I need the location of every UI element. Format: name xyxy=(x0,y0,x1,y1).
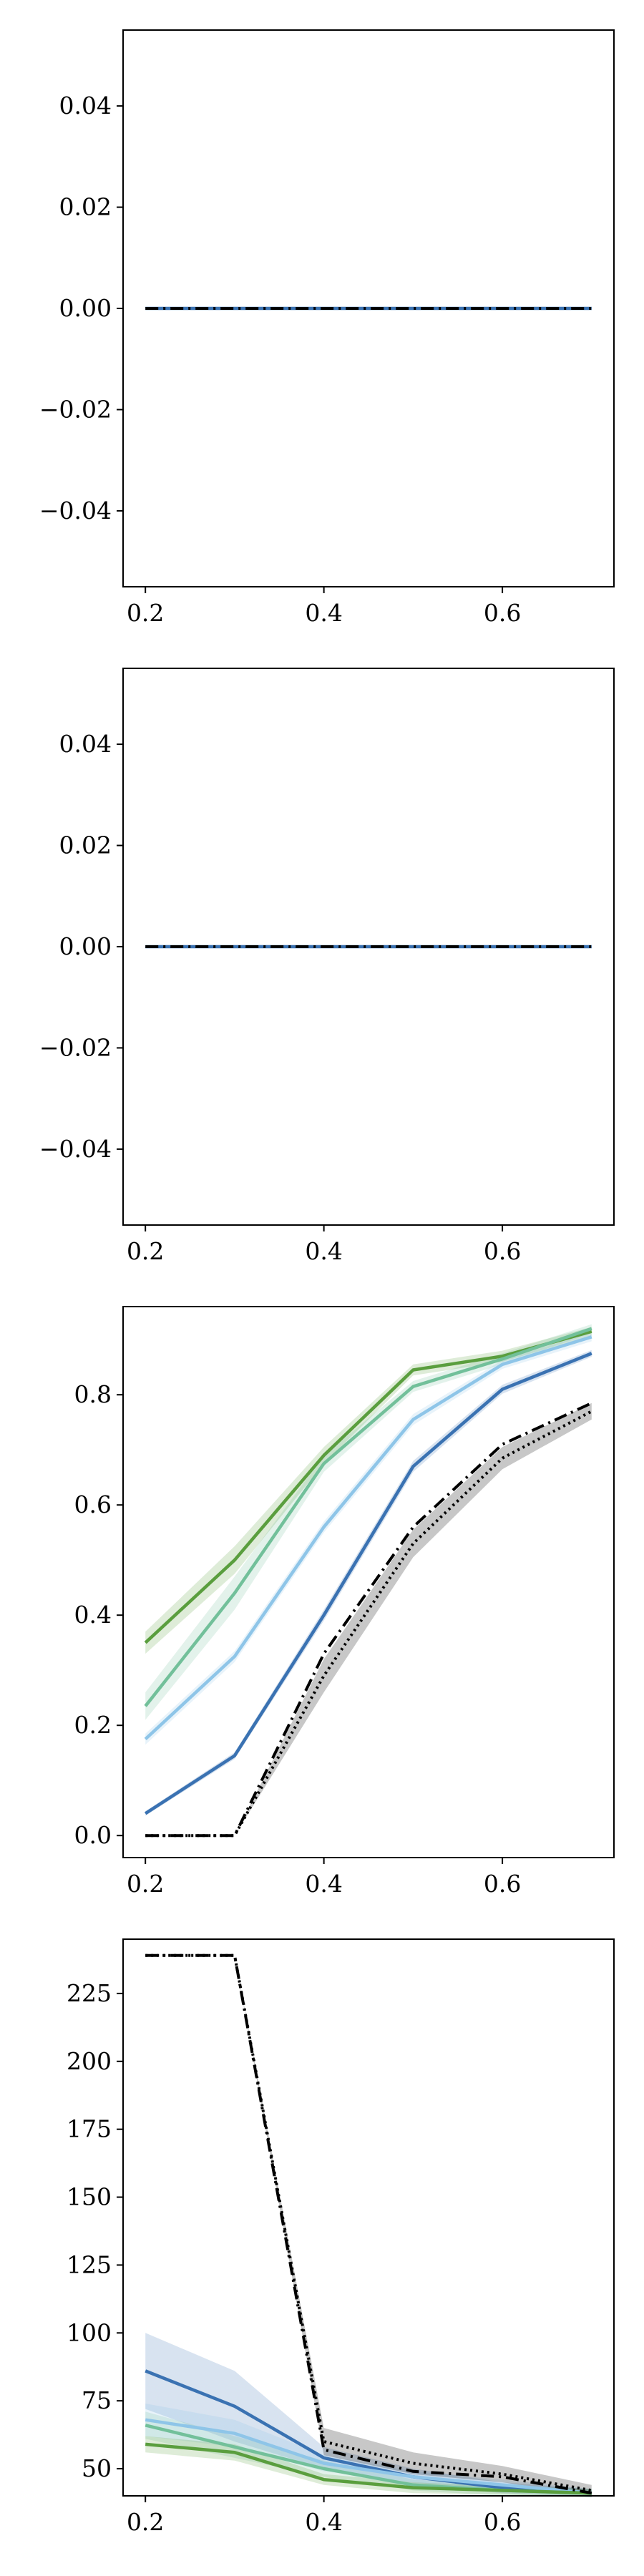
x-tick-label: 0.4 xyxy=(305,1237,342,1265)
y-tick-label: 125 xyxy=(67,2250,112,2278)
y-tick-label: 0.00 xyxy=(59,932,112,960)
y-tick-label: 0.4 xyxy=(74,1601,112,1629)
x-tick-label: 0.6 xyxy=(484,2508,521,2536)
y-tick-label: 0.6 xyxy=(74,1491,112,1518)
y-tick-label: 0.04 xyxy=(59,92,112,119)
y-tick-label: 225 xyxy=(67,1979,112,2007)
y-tick-label: 175 xyxy=(67,2115,112,2143)
x-tick-label: 0.6 xyxy=(484,599,521,627)
y-tick-label: 100 xyxy=(67,2318,112,2346)
y-tick-label: 200 xyxy=(67,2047,112,2075)
y-tick-label: −0.04 xyxy=(39,1135,112,1163)
y-tick-label: 50 xyxy=(82,2454,112,2482)
plot-frame xyxy=(122,1938,615,2497)
series-line-5 xyxy=(145,1953,592,2492)
chart-panel-2: 0.2 0.4 0.6 −0.04 −0.02 0.00 0.02 0.04 xyxy=(39,668,615,1265)
y-tick-label: 0.0 xyxy=(74,1821,112,1849)
series-line-4 xyxy=(144,1352,592,1815)
series-line-2 xyxy=(145,2418,592,2495)
y-tick-label: 0.02 xyxy=(59,831,112,859)
y-tick-label: −0.04 xyxy=(39,497,112,525)
series-line-6 xyxy=(145,1953,592,2495)
series-line-6 xyxy=(145,1401,592,1838)
confidence-band-1 xyxy=(145,2333,592,2497)
x-tick-label: 0.4 xyxy=(305,599,342,627)
y-tick-label: 0.04 xyxy=(59,730,112,758)
x-tick-label: 0.2 xyxy=(127,599,164,627)
y-tick-label: 150 xyxy=(67,2183,112,2211)
series-line-2 xyxy=(144,1327,592,1707)
x-tick-label: 0.6 xyxy=(484,1237,521,1265)
confidence-band-5 xyxy=(145,1402,592,1836)
x-tick-label: 0.2 xyxy=(127,2508,164,2536)
x-tick-label: 0.6 xyxy=(484,1870,521,1898)
series-line-3 xyxy=(144,1335,592,1741)
plot-frame xyxy=(122,1306,615,1858)
chart-panel-3: 0.2 0.4 0.6 0.0 0.2 0.4 0.6 0.8 xyxy=(74,1306,615,1898)
x-tick-label: 0.2 xyxy=(127,1237,164,1265)
y-tick-label: 75 xyxy=(82,2386,112,2414)
chart-panel-4: 0.2 0.4 0.6 50 75 100 125 150 175 200 225 xyxy=(67,1938,615,2536)
x-tick-label: 0.4 xyxy=(305,1870,342,1898)
x-tick-label: 0.2 xyxy=(127,1870,164,1898)
series-line-1 xyxy=(144,1330,592,1644)
chart-panel-1: 0.2 0.4 0.6 −0.04 −0.02 0.00 0.02 0.04 xyxy=(39,29,615,627)
x-tick-label: 0.4 xyxy=(305,2508,342,2536)
y-tick-label: 0.02 xyxy=(59,193,112,221)
y-tick-label: −0.02 xyxy=(39,395,112,423)
y-tick-label: −0.02 xyxy=(39,1033,112,1061)
y-tick-label: 0.8 xyxy=(74,1380,112,1408)
y-tick-label: 0.00 xyxy=(59,294,112,322)
series-line-4 xyxy=(145,2442,592,2495)
y-tick-label: 0.2 xyxy=(74,1711,112,1739)
series-line-1 xyxy=(145,2369,592,2495)
